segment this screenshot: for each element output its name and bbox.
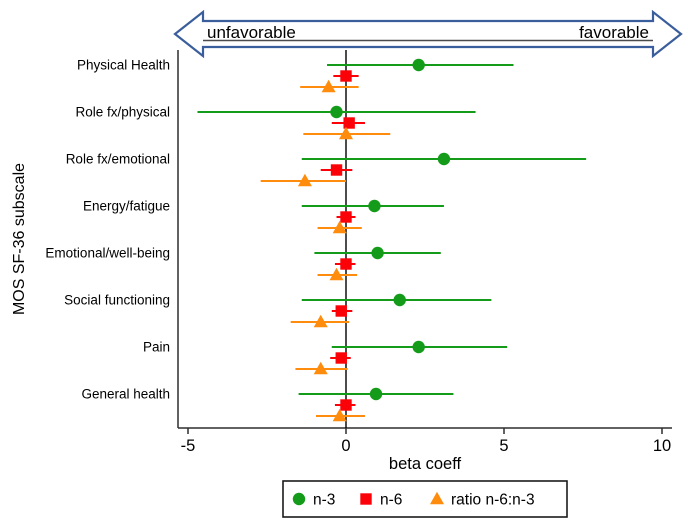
marker-n-3-physical-health [412, 58, 425, 72]
x-tick-label-5: 5 [499, 437, 508, 455]
category-label-social-functioning: Social functioning [64, 293, 170, 308]
x-tick-label-5: -5 [181, 437, 196, 455]
marker-n-6-general-health [340, 399, 352, 411]
marker-n-6-energy-fatigue [340, 211, 352, 223]
marker-n-3-social-functioning [393, 293, 406, 307]
marker-n-3-general-health [369, 387, 383, 401]
x-axis-title: beta coeff [389, 455, 462, 473]
marker-n-6-social-functioning [335, 305, 347, 317]
marker-ratio-n-6-n-3-general-health [332, 408, 347, 422]
category-label-role-fx-physical: Role fx/physical [75, 105, 170, 120]
y-axis-title: MOS SF-36 subscale [11, 163, 28, 315]
legend-marker-ratio-n-6-n-3 [430, 491, 444, 505]
category-label-role-fx-emotional: Role fx/emotional [66, 152, 170, 167]
arrow-right-label: favorable [579, 23, 649, 42]
marker-n-6-physical-health [340, 70, 352, 82]
marker-n-6-emotional-well-being [340, 258, 352, 270]
legend-label-n-6: n-6 [380, 492, 402, 509]
marker-n-3-emotional-well-being [371, 246, 384, 260]
marker-ratio-n-6-n-3-role-fx-emotional [297, 173, 312, 187]
legend-marker-n-3 [292, 492, 306, 506]
marker-ratio-n-6-n-3-social-functioning [313, 314, 328, 328]
legend-box [282, 480, 568, 518]
marker-ratio-n-6-n-3-energy-fatigue [332, 220, 347, 234]
favorability-arrow [173, 9, 683, 59]
x-tick-label-10: 10 [653, 437, 671, 455]
marker-n-6-pain [335, 352, 347, 364]
legend-label-ratio-n-6-n-3: ratio n-6:n-3 [451, 492, 535, 509]
marker-n-6-role-fx-emotional [330, 164, 343, 176]
marker-ratio-n-6-n-3-role-fx-physical [339, 126, 353, 140]
x-tick-label-0: 0 [341, 437, 350, 455]
category-label-general-health: General health [81, 387, 170, 402]
marker-ratio-n-6-n-3-emotional-well-being [329, 267, 344, 281]
marker-n-6-role-fx-physical [343, 117, 355, 129]
marker-n-3-energy-fatigue [368, 199, 381, 213]
category-label-emotional-well-being: Emotional/well-being [45, 246, 170, 261]
marker-n-3-role-fx-physical [330, 105, 343, 119]
legend-label-n-3: n-3 [313, 492, 335, 509]
arrow-left-label: unfavorable [207, 23, 296, 42]
category-label-energy-fatigue: Energy/fatigue [83, 199, 170, 214]
marker-n-3-pain [412, 340, 425, 354]
marker-ratio-n-6-n-3-physical-health [321, 79, 336, 93]
legend-marker-n-6 [360, 493, 372, 505]
marker-ratio-n-6-n-3-pain [313, 361, 328, 375]
marker-n-3-role-fx-emotional [437, 152, 451, 166]
category-label-pain: Pain [143, 340, 170, 355]
category-label-physical-health: Physical Health [77, 58, 170, 73]
